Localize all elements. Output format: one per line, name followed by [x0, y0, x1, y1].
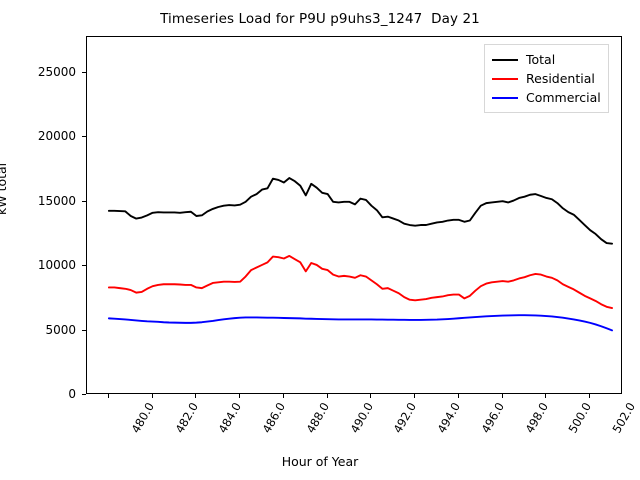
- x-tick-label: 488.0: [303, 400, 332, 436]
- legend-label: Total: [526, 52, 556, 67]
- x-tick-mark: [457, 394, 459, 398]
- chart-legend: Total Residential Commercial: [484, 44, 609, 113]
- legend-item-total[interactable]: Total: [492, 50, 601, 69]
- y-tick-mark: [82, 394, 86, 395]
- series-line-commercial: [107, 314, 614, 332]
- x-tick-label: 480.0: [128, 400, 157, 436]
- x-tick-mark: [501, 394, 503, 398]
- x-tick-label: 482.0: [172, 400, 201, 436]
- x-tick-label: 484.0: [215, 400, 245, 436]
- x-tick-mark: [282, 394, 284, 398]
- y-tick-mark: [82, 136, 86, 138]
- x-tick-mark: [326, 394, 328, 398]
- legend-swatch-residential: [492, 77, 518, 80]
- y-tick-label: 25000: [37, 65, 76, 80]
- x-tick-label: 496.0: [478, 400, 507, 436]
- y-tick-label: 0: [68, 387, 76, 401]
- x-tick-label: 494.0: [434, 400, 464, 436]
- series-line-residential: [107, 254, 614, 310]
- x-tick-mark: [151, 394, 153, 398]
- legend-label: Commercial: [526, 90, 601, 105]
- plot-lines: [107, 177, 614, 332]
- y-tick-mark: [82, 72, 86, 74]
- x-tick-label: 490.0: [347, 400, 376, 436]
- legend-swatch-total: [492, 58, 518, 61]
- x-tick-mark: [545, 394, 547, 398]
- x-tick-mark: [195, 394, 197, 398]
- series-line-total: [107, 177, 614, 245]
- legend-label: Residential: [526, 71, 595, 86]
- y-tick-label: 20000: [37, 129, 76, 144]
- y-tick-mark: [82, 329, 86, 331]
- x-tick-mark: [370, 394, 372, 398]
- y-tick-label: 10000: [37, 258, 76, 273]
- y-tick-mark: [82, 265, 86, 267]
- x-tick-label: 502.0: [609, 400, 639, 436]
- x-tick-mark: [107, 394, 109, 398]
- chart-title: Timeseries Load for P9U p9uhs3_1247 Day …: [160, 11, 480, 27]
- x-tick-mark: [239, 394, 241, 398]
- x-tick-label: 486.0: [259, 400, 289, 436]
- x-tick-label: 498.0: [522, 400, 551, 436]
- x-tick-label: 500.0: [565, 400, 595, 436]
- y-tick-mark: [82, 200, 86, 202]
- x-tick-mark: [589, 394, 591, 398]
- x-tick-label: 492.0: [390, 400, 420, 436]
- legend-item-residential[interactable]: Residential: [492, 69, 601, 88]
- legend-item-commercial[interactable]: Commercial: [492, 88, 601, 107]
- y-tick-label: 15000: [37, 193, 76, 208]
- x-tick-mark: [414, 394, 416, 398]
- x-axis-label: Hour of Year: [281, 454, 359, 469]
- y-tick-label: 5000: [45, 322, 76, 337]
- legend-swatch-commercial: [492, 96, 518, 99]
